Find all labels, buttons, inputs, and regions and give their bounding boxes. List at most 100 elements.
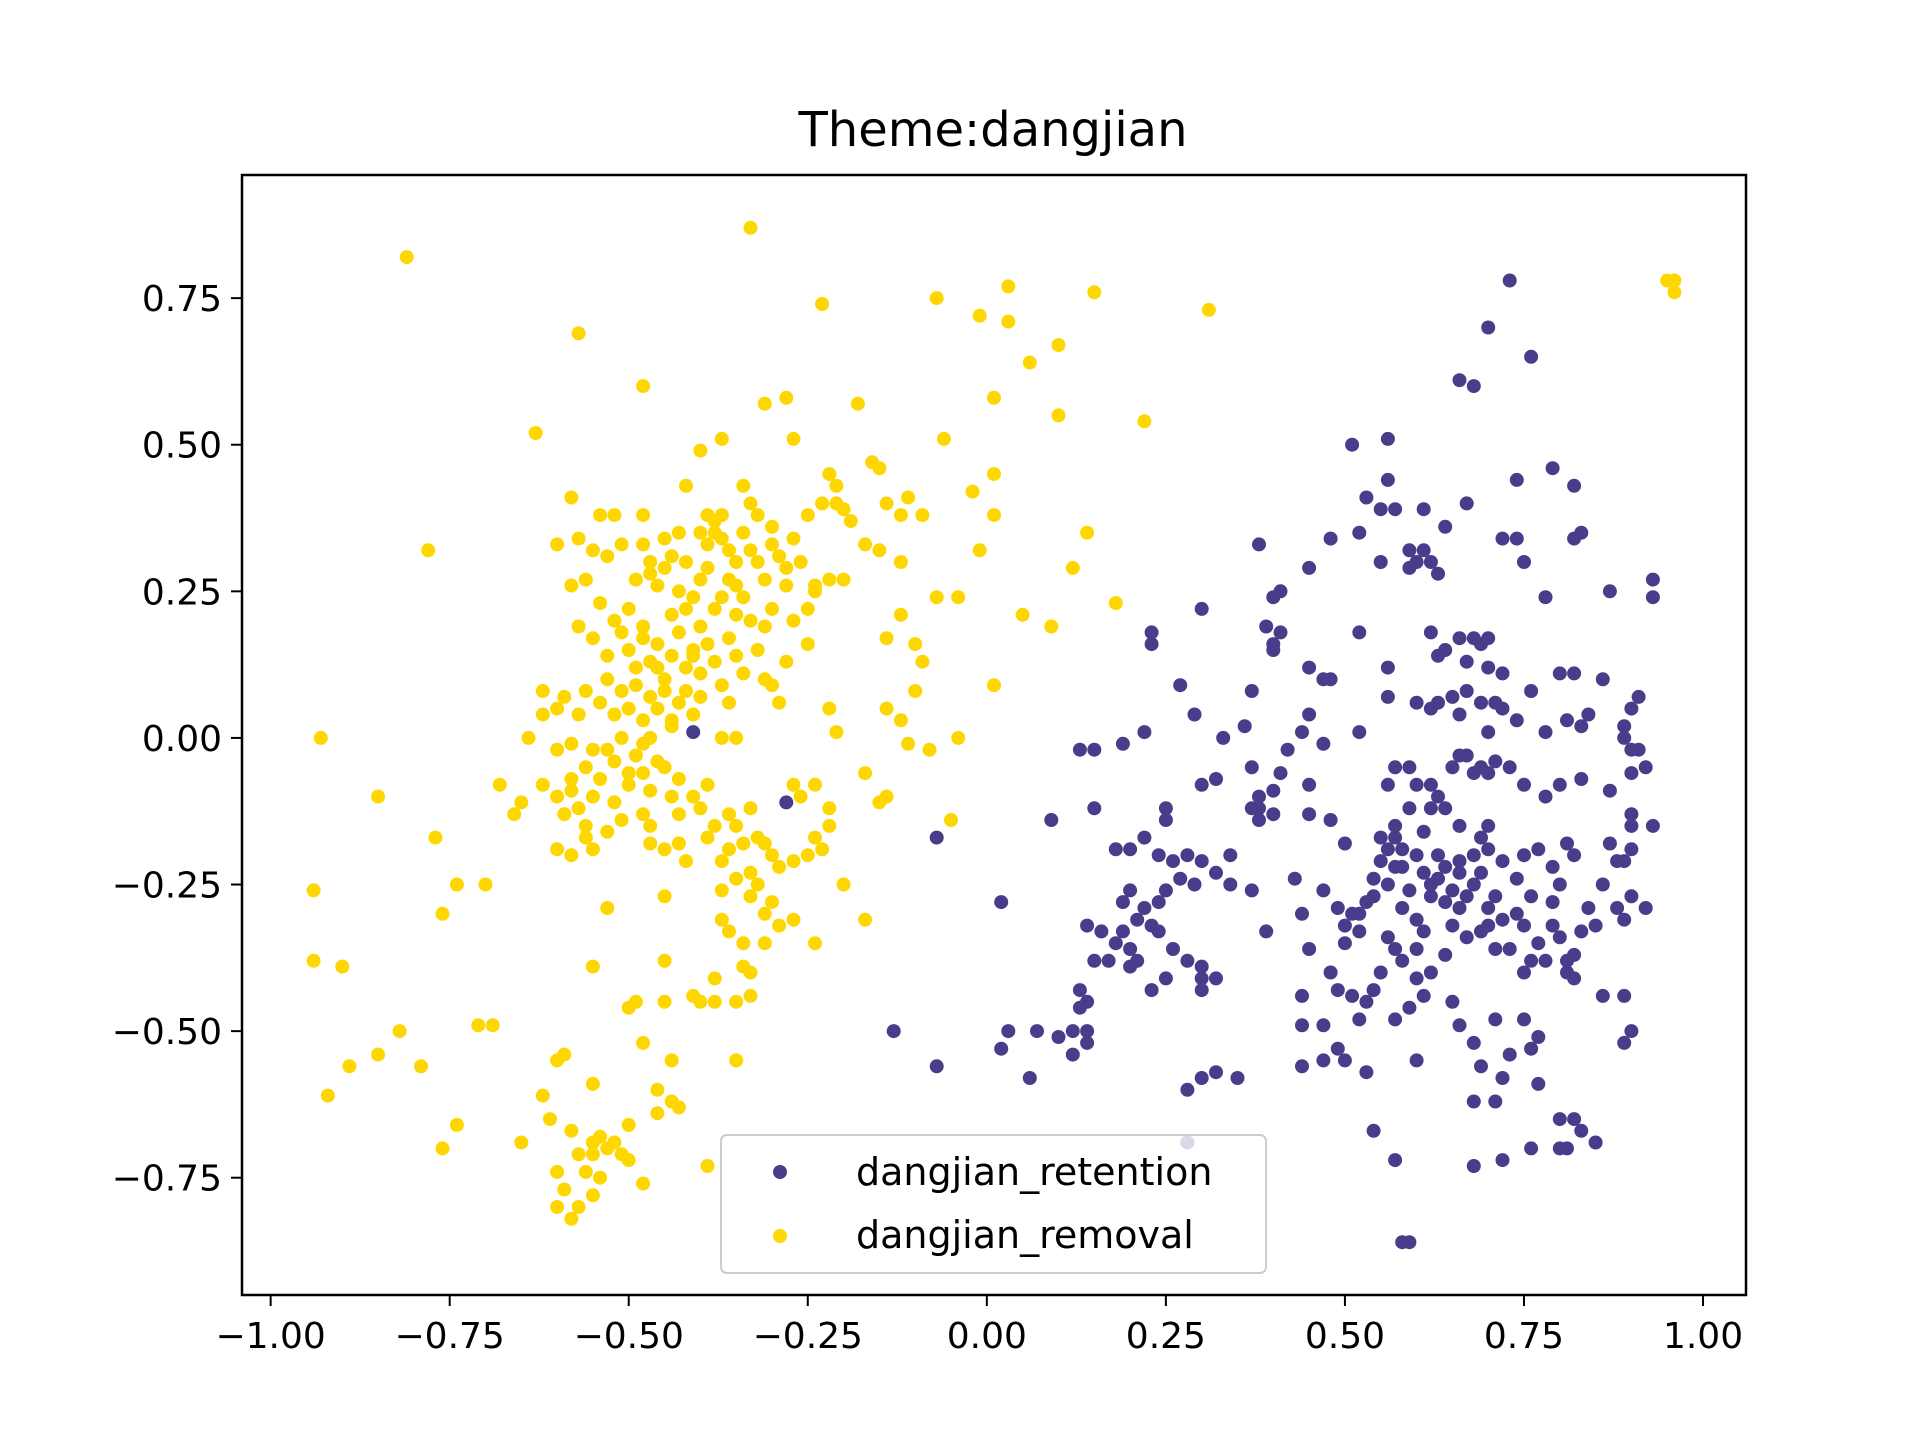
legend-marker-removal — [773, 1229, 787, 1243]
data-point — [800, 601, 815, 616]
data-point — [836, 877, 851, 892]
data-point — [757, 836, 772, 851]
data-point — [1323, 813, 1338, 827]
data-point — [1151, 895, 1166, 910]
data-point — [1366, 889, 1381, 904]
data-point — [1402, 1000, 1417, 1015]
data-point — [1581, 707, 1596, 722]
data-point — [1416, 924, 1431, 939]
data-point — [578, 572, 593, 587]
data-point — [1595, 877, 1610, 892]
data-point — [621, 701, 636, 716]
data-point — [893, 508, 908, 523]
data-point — [1015, 607, 1030, 622]
data-point — [585, 959, 600, 974]
data-point — [743, 965, 758, 980]
data-point — [421, 543, 436, 558]
data-point — [1423, 625, 1438, 640]
data-point — [1624, 701, 1639, 716]
data-point — [335, 959, 350, 974]
data-point — [1080, 525, 1095, 540]
data-point — [1223, 877, 1238, 892]
data-point — [564, 1123, 579, 1138]
data-point — [836, 572, 851, 587]
data-point — [1416, 824, 1431, 839]
data-point — [707, 654, 722, 669]
data-point — [1302, 777, 1317, 792]
data-point — [1266, 807, 1281, 822]
data-point — [1388, 502, 1403, 517]
data-point — [779, 390, 794, 405]
data-point — [1266, 783, 1281, 798]
data-point — [929, 1059, 944, 1074]
data-point — [886, 1024, 901, 1039]
data-point — [1373, 502, 1388, 517]
data-point — [700, 637, 715, 652]
y-tick-label: 0.50 — [142, 426, 222, 467]
data-point — [1080, 1024, 1095, 1039]
data-point — [371, 789, 386, 804]
data-point — [1445, 994, 1460, 1009]
data-point — [1560, 953, 1574, 968]
data-point — [1474, 695, 1488, 710]
data-point — [729, 1053, 744, 1068]
data-point — [1366, 983, 1381, 998]
data-point — [1158, 883, 1173, 898]
data-point — [922, 742, 937, 757]
data-point — [1452, 901, 1467, 915]
data-point — [1617, 719, 1632, 734]
data-point — [643, 555, 658, 569]
data-point — [765, 895, 779, 910]
data-point — [313, 730, 328, 745]
legend-box — [720, 1134, 1267, 1274]
data-point — [1438, 859, 1453, 874]
data-point — [1373, 830, 1388, 845]
data-point — [1345, 437, 1360, 452]
data-point — [772, 695, 787, 710]
data-point — [1158, 813, 1173, 827]
data-point — [1524, 953, 1539, 968]
data-point — [1517, 918, 1531, 933]
data-point — [1531, 1076, 1546, 1091]
data-point — [987, 678, 1001, 693]
data-point — [1209, 865, 1223, 880]
data-point — [1280, 742, 1295, 757]
data-point — [893, 607, 908, 622]
data-point — [564, 783, 579, 798]
data-point — [1287, 871, 1302, 886]
data-point — [571, 326, 586, 341]
data-point — [729, 994, 744, 1009]
data-point — [1452, 373, 1467, 388]
data-point — [1101, 953, 1116, 968]
data-point — [643, 783, 658, 798]
data-point — [1380, 930, 1395, 945]
data-point — [1509, 906, 1524, 921]
data-point — [893, 713, 908, 728]
data-point — [822, 801, 837, 816]
data-point — [693, 689, 708, 704]
data-point — [772, 859, 787, 874]
data-point — [1502, 1047, 1517, 1062]
data-point — [578, 1164, 593, 1179]
data-point — [808, 936, 822, 951]
data-point — [1295, 988, 1309, 1003]
data-point — [1509, 871, 1524, 886]
data-point — [1438, 801, 1453, 816]
data-point — [743, 988, 758, 1003]
data-point — [757, 396, 772, 411]
data-point — [1574, 924, 1589, 939]
data-point — [693, 994, 708, 1009]
data-point — [1244, 883, 1259, 898]
data-point — [1409, 848, 1424, 863]
data-point — [607, 508, 622, 523]
data-point — [521, 730, 536, 745]
data-point — [858, 766, 873, 781]
data-point — [1416, 543, 1431, 558]
data-point — [1495, 912, 1510, 927]
data-point — [621, 643, 636, 657]
data-point — [1201, 302, 1216, 317]
data-point — [1352, 924, 1367, 939]
data-point — [564, 578, 579, 593]
data-point — [1452, 854, 1467, 869]
data-point — [1380, 777, 1395, 792]
